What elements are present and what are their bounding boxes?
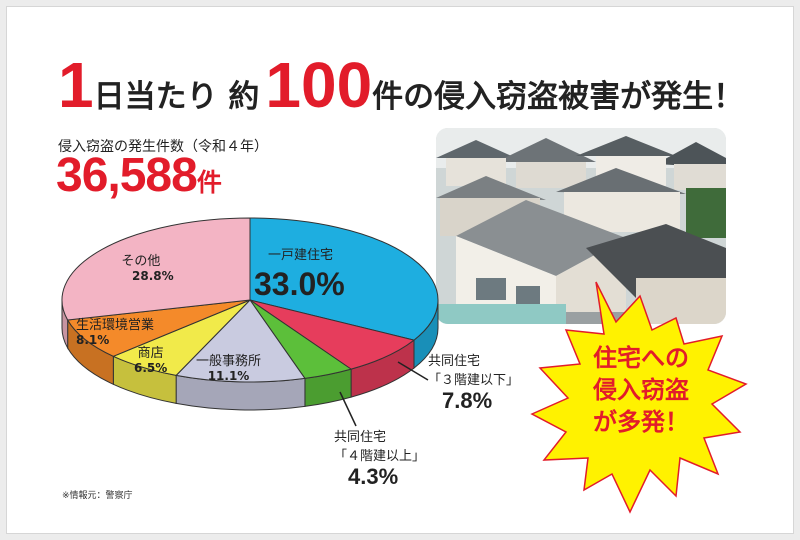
stat-total: 36,588件 (56, 148, 222, 203)
label-service-name: 生活環境営業 (76, 318, 155, 333)
label-other-name: その他 (121, 254, 161, 269)
burst-line-3: が多発！ (593, 408, 689, 436)
label-apt-high: 共同住宅 「４階建以上」 4.3% (334, 426, 425, 490)
stat-value: 36,588 (56, 149, 198, 202)
label-shop-name: 商店 (137, 346, 164, 361)
label-apt-low-name1: 共同住宅 (428, 354, 481, 369)
stat-unit: 件 (196, 168, 222, 197)
label-office: 一般事務所 11.1% (196, 350, 261, 383)
burst-text: 住宅への 侵入窃盗 が多発！ (566, 342, 716, 438)
pie-slice-1 (249, 299, 416, 370)
leader-apt-low (397, 361, 429, 381)
label-detached: 一戸建住宅 (268, 244, 333, 263)
label-service: 生活環境営業 8.1% (76, 314, 154, 347)
headline-text-1: 日当たり 約 (93, 79, 260, 115)
burst-line-1: 住宅への (593, 344, 689, 372)
label-detached-pct-wrap: 33.0% (254, 266, 345, 303)
houses-photo (436, 128, 726, 324)
pie-slice-6 (61, 217, 251, 321)
label-apt-high-name2: 「４階建以上」 (334, 449, 426, 464)
source-note: ※情報元：警察庁 (62, 491, 133, 501)
houses-illustration (436, 128, 726, 324)
label-apt-high-pct: 4.3% (348, 464, 399, 489)
leader-apt-high (339, 391, 357, 427)
headline-number-100: 100 (265, 49, 373, 121)
stat-label: 侵入窃盗の発生件数（令和４年） (58, 139, 268, 155)
headline-text-2: 件の侵入窃盗被害が発生！ (372, 79, 745, 115)
label-other-pct: 28.8% (132, 269, 174, 283)
label-other: その他 28.8% (108, 250, 174, 283)
label-office-name: 一般事務所 (196, 354, 262, 369)
label-apt-high-name1: 共同住宅 (334, 430, 387, 445)
pie-slice-0 (249, 217, 439, 341)
label-apt-low-name2: 「３階建以下」 (428, 373, 520, 388)
label-apt-low: 共同住宅 「３階建以下」 7.8% (428, 350, 519, 414)
label-service-pct: 8.1% (76, 333, 110, 347)
label-detached-name: 一戸建住宅 (268, 248, 334, 263)
label-shop-pct: 6.5% (134, 361, 168, 375)
label-apt-low-pct: 7.8% (442, 388, 493, 413)
burst-shape (530, 281, 748, 514)
pie-slice-5 (66, 299, 251, 357)
headline-number-1: 1 (58, 49, 94, 121)
label-office-pct: 11.1% (207, 369, 250, 383)
label-detached-pct: 33.0% (254, 266, 345, 302)
headline: 1 日当たり 約 100 件の侵入窃盗被害が発生！ (58, 48, 745, 121)
burst-line-2: 侵入窃盗 (593, 376, 689, 404)
label-shop: 商店 6.5% (134, 342, 167, 375)
pie-slice-3 (175, 299, 306, 383)
